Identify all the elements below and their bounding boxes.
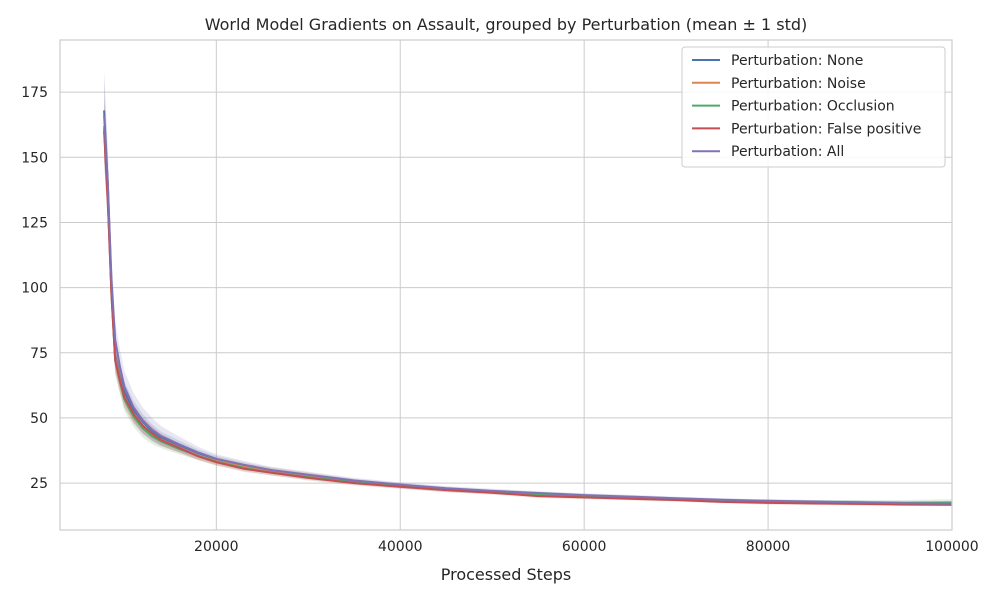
- legend-box: [681, 46, 946, 168]
- y-tick-label: 50: [30, 411, 48, 427]
- y-tick-label: 150: [21, 150, 48, 166]
- series-line-4: [103, 115, 953, 505]
- legend-label: Perturbation: Noise: [731, 76, 866, 92]
- y-tick-label: 75: [30, 346, 48, 362]
- legend-label: Perturbation: All: [731, 144, 844, 160]
- plot-frame: [59, 39, 953, 531]
- x-tick-label: 40000: [378, 539, 423, 555]
- y-tick-label: 100: [21, 281, 48, 297]
- legend-label: Perturbation: Occlusion: [731, 99, 895, 115]
- y-tick-label: 25: [30, 476, 48, 492]
- legend-label: Perturbation: None: [731, 53, 863, 69]
- x-tick-label: 100000: [925, 539, 978, 555]
- chart-title: World Model Gradients on Assault, groupe…: [205, 15, 808, 34]
- series-line-3: [103, 131, 953, 506]
- x-tick-label: 80000: [746, 539, 791, 555]
- y-tick-label: 125: [21, 215, 48, 231]
- tick-labels: 20000 40000 60000 80000 100000 25 50 75 100 125 15…: [21, 85, 978, 555]
- y-tick-label: 175: [21, 85, 48, 101]
- x-axis-title: Processed Steps: [441, 565, 572, 584]
- series-lines: [103, 110, 953, 506]
- legend-label: Perturbation: False positive: [731, 121, 921, 137]
- x-tick-label: 20000: [194, 539, 239, 555]
- legend: Perturbation: None Perturbation: Noise Per…: [681, 46, 946, 168]
- x-tick-label: 60000: [562, 539, 607, 555]
